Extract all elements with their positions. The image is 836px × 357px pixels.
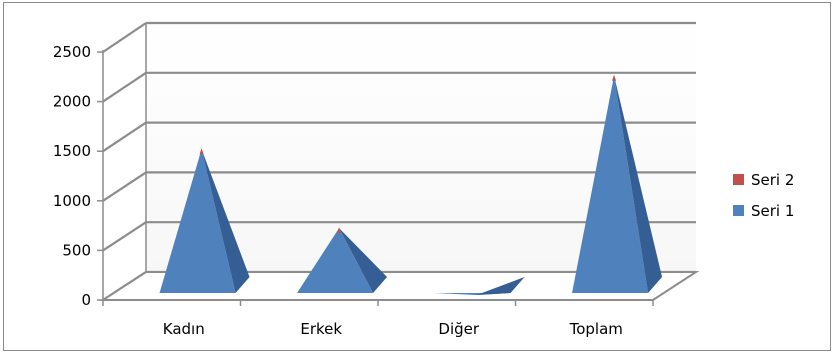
pyramid-tip-seri-2 bbox=[199, 148, 204, 155]
pyramid-kadın bbox=[159, 148, 250, 293]
y-tick-label: 1500 bbox=[53, 142, 91, 160]
pyramid-toplam bbox=[572, 74, 663, 294]
pyramid-front-face bbox=[159, 149, 236, 293]
pyramid-diğer bbox=[434, 277, 525, 296]
gridline-side bbox=[102, 121, 147, 153]
x-category-label: Diğer bbox=[438, 320, 479, 338]
x-category-label: Toplam bbox=[569, 320, 623, 338]
pyramid-tip-seri-2 bbox=[337, 227, 342, 234]
pyramid-front-face bbox=[297, 228, 374, 293]
legend-label: Seri 2 bbox=[751, 171, 794, 189]
gridlines bbox=[99, 21, 700, 301]
x-category-labels: Kadın Erkek Diğer Toplam bbox=[163, 320, 623, 338]
y-tick-label: 500 bbox=[62, 241, 91, 259]
gridline-side bbox=[102, 71, 147, 103]
pyramid-front-face bbox=[572, 75, 649, 294]
y-tick-label: 2500 bbox=[53, 43, 91, 61]
legend: Seri 2 Seri 1 bbox=[733, 171, 794, 220]
pyramid-tip-seri-2 bbox=[612, 74, 617, 81]
y-tick-label: 1000 bbox=[53, 192, 91, 210]
pyramid-side-face bbox=[339, 228, 388, 293]
legend-swatch bbox=[733, 205, 744, 216]
y-tick-labels: 0 500 1000 1500 2000 2500 bbox=[53, 43, 91, 309]
gridline-side bbox=[102, 171, 147, 202]
y-tick-label: 2000 bbox=[53, 93, 91, 111]
legend-label: Seri 1 bbox=[751, 202, 794, 220]
back-wall bbox=[146, 23, 696, 272]
pyramid-erkek bbox=[297, 227, 388, 293]
y-tick-label: 0 bbox=[81, 291, 91, 309]
legend-swatch bbox=[733, 174, 744, 185]
axes bbox=[97, 23, 654, 306]
pyramid-side-face bbox=[614, 75, 663, 294]
gridline-side bbox=[102, 221, 147, 252]
gridline-side bbox=[102, 22, 147, 53]
pyramid-bars bbox=[159, 74, 663, 296]
pyramid-side-face bbox=[476, 277, 525, 296]
pyramid-side-face bbox=[201, 149, 250, 293]
x-category-label: Kadın bbox=[163, 320, 205, 338]
x-category-label: Erkek bbox=[300, 320, 342, 338]
